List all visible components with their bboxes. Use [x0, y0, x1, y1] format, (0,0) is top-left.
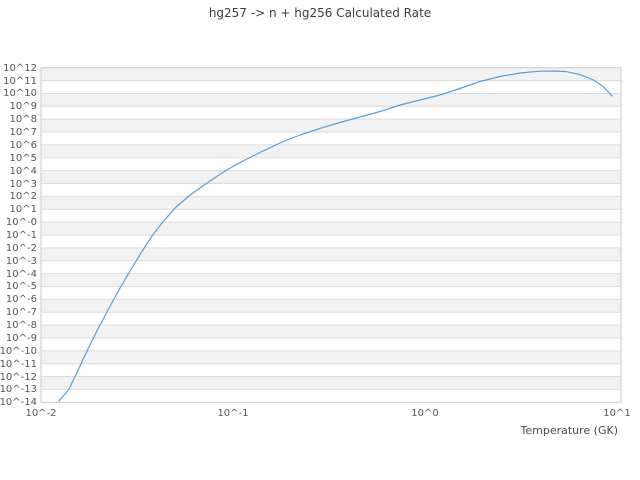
- x-tick-label: 10^-1: [217, 408, 249, 419]
- plot-stripe: [41, 247, 621, 261]
- y-tick-label: 10^6: [9, 139, 37, 151]
- plot-stripe: [41, 67, 621, 81]
- y-tick-label: 10^-8: [5, 320, 37, 332]
- y-tick-label: 10^12: [3, 62, 37, 74]
- plot-stripe: [41, 376, 621, 390]
- plot-stripe: [41, 222, 621, 235]
- y-tick-label: 10^-10: [0, 345, 37, 357]
- y-tick-label: 10^-14: [0, 397, 37, 409]
- y-tick-label: 10^-4: [5, 268, 37, 280]
- y-tick-label: 10^-7: [5, 307, 37, 319]
- y-tick-label: 10^11: [3, 75, 37, 87]
- plot-stripe: [41, 273, 621, 287]
- plot-stripe: [41, 325, 621, 338]
- plot-stripe: [41, 170, 621, 184]
- y-tick-label: 10^-9: [5, 332, 37, 344]
- y-tick-label: 10^1: [9, 204, 37, 216]
- plot-stripe: [41, 299, 621, 313]
- rate-curve: [58, 70, 613, 402]
- y-tick-label: 10^-12: [0, 371, 37, 383]
- y-tick-label: 10^-5: [5, 281, 37, 293]
- y-tick-label: 10^-1: [5, 230, 37, 241]
- y-tick-label: 10^-2: [5, 242, 37, 254]
- plot-stripe: [41, 350, 621, 364]
- y-tick-label: 10^-11: [0, 358, 37, 370]
- y-tick-label: 10^5: [9, 152, 37, 164]
- x-axis-title: Temperature (GK): [520, 424, 619, 437]
- y-tick-label: 10^-6: [5, 294, 37, 306]
- y-tick-label: 10^4: [9, 165, 37, 177]
- y-tick-label: 10^9: [9, 101, 37, 113]
- y-tick-label: 10^3: [9, 178, 37, 190]
- y-tick-label: 10^2: [9, 191, 37, 203]
- plot-stripe: [41, 196, 621, 210]
- y-tick-label: 10^7: [9, 127, 37, 139]
- y-tick-label: 10^-3: [5, 255, 37, 267]
- y-tick-label: 10^10: [3, 88, 37, 100]
- chart-title: hg257 -> n + hg256 Calculated Rate: [208, 6, 432, 20]
- x-tick-label: 10^0: [411, 408, 439, 419]
- y-tick-label: 10^-0: [5, 217, 37, 229]
- y-tick-label: 10^-13: [0, 384, 37, 396]
- y-tick-label: 10^8: [9, 114, 37, 126]
- x-tick-label: 10^-2: [25, 408, 57, 419]
- x-tick-label: 10^1: [603, 408, 631, 419]
- plot-stripe: [41, 93, 621, 107]
- plot-stripe: [41, 144, 621, 158]
